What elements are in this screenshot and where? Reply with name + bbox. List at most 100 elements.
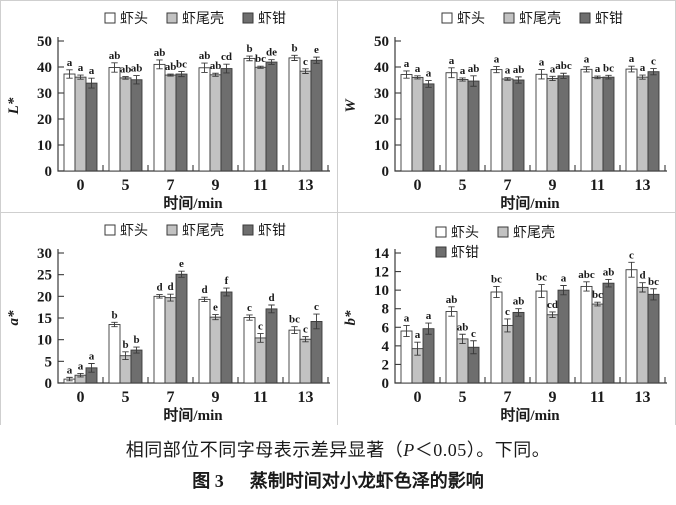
error-bar (167, 73, 174, 77)
error-bar (268, 59, 275, 65)
error-bar (414, 75, 421, 80)
x-tick-label: 7 (167, 177, 175, 194)
y-tick-label: 20 (374, 112, 389, 128)
y-tick-label: 0 (382, 164, 390, 180)
bar (400, 330, 413, 384)
x-tick-label: 13 (298, 177, 314, 194)
y-tick-label: 30 (37, 246, 52, 262)
error-bar (66, 376, 73, 382)
bar (108, 324, 121, 384)
legend-swatch (503, 12, 515, 24)
bar (198, 67, 211, 172)
legend-label: 虾头 (120, 223, 148, 239)
bar (411, 76, 424, 172)
significance-letter: a (89, 65, 95, 77)
error-bar (493, 66, 500, 74)
significance-letter: ab (457, 321, 469, 333)
bar (546, 77, 559, 172)
error-bar (583, 66, 590, 73)
error-bar (594, 75, 601, 80)
caption-italic-p: P (403, 440, 415, 460)
x-tick-label: 9 (549, 177, 557, 194)
error-bar (122, 351, 129, 361)
error-bar (111, 62, 118, 73)
legend-swatch (435, 246, 447, 258)
bar (198, 298, 211, 384)
significance-letter: ab (131, 63, 143, 75)
error-bar (560, 285, 567, 296)
legend-label: 虾尾壳 (182, 222, 224, 239)
legend-label: 虾头 (457, 11, 485, 27)
error-bar (515, 308, 522, 317)
bar (625, 68, 638, 172)
y-tick-label: 30 (374, 86, 389, 102)
bar (299, 70, 312, 172)
y-tick-label: 40 (374, 60, 389, 76)
significance-letter: de (266, 47, 277, 59)
error-bar (403, 324, 410, 338)
significance-letter: e (213, 302, 218, 314)
legend-swatch (441, 12, 453, 24)
significance-letter: a (78, 360, 84, 372)
legend-label: 虾尾壳 (182, 10, 224, 27)
x-tick-label: 11 (253, 177, 268, 194)
significance-letter: d (156, 282, 162, 294)
significance-letter: c (505, 306, 510, 318)
bar (265, 61, 278, 172)
bar (422, 83, 435, 172)
significance-letter: a (415, 329, 421, 341)
bar (602, 282, 615, 384)
x-tick-label: 13 (298, 389, 314, 406)
bar (636, 286, 649, 384)
x-tick-label: 9 (212, 389, 220, 406)
x-tick-label: 0 (414, 177, 422, 194)
significance-letter: c (303, 56, 308, 68)
error-bar (66, 69, 73, 79)
x-axis-title: 时间/min (163, 194, 223, 212)
y-tick-label: 10 (374, 138, 389, 154)
significance-letter: bc (176, 58, 187, 70)
error-bar (291, 54, 298, 61)
significance-letter: a (89, 351, 95, 363)
error-bar (212, 314, 219, 321)
bar (209, 74, 222, 172)
significance-letter: a (415, 63, 421, 75)
bar (310, 59, 323, 172)
bar (467, 80, 480, 172)
significance-letter: b (111, 309, 117, 321)
figure-label: 图 3 (192, 471, 224, 491)
error-bar (156, 59, 163, 70)
significance-letter: cd (547, 299, 558, 311)
error-bar (560, 72, 567, 79)
bar (535, 73, 548, 172)
y-axis-title: L* (6, 97, 22, 115)
y-tick-label: 20 (37, 112, 52, 128)
y-tick-label: 0 (45, 376, 53, 392)
significance-letter: a (449, 55, 455, 67)
panel-L-star: 0 10 20 30 40 50 0 5 7 9 11 13 时间/min L* a ab ab ab b b a ab a… (1, 1, 338, 213)
significance-letter: b (246, 43, 252, 55)
bar (85, 82, 98, 172)
error-bar (549, 75, 556, 81)
error-bar (178, 270, 185, 278)
bar (591, 303, 604, 384)
significance-letter: c (471, 328, 476, 340)
error-bar (167, 293, 174, 302)
bar (164, 297, 177, 384)
significance-letter: b (291, 42, 297, 54)
y-tick-label: 25 (37, 268, 52, 284)
significance-letter: c (303, 324, 308, 336)
bar (254, 337, 267, 384)
legend-swatch (104, 12, 116, 24)
bar (647, 293, 660, 384)
significance-letter: d (268, 292, 274, 304)
y-tick-label: 0 (382, 376, 390, 392)
significance-letter: a (426, 310, 432, 322)
error-bar (459, 77, 466, 82)
significance-letter: a (404, 312, 410, 324)
significance-letter: a (460, 65, 466, 77)
significance-letter: a (404, 58, 410, 70)
chart-grid: 0 10 20 30 40 50 0 5 7 9 11 13 时间/min L* a ab ab ab b b a ab a… (0, 0, 676, 425)
